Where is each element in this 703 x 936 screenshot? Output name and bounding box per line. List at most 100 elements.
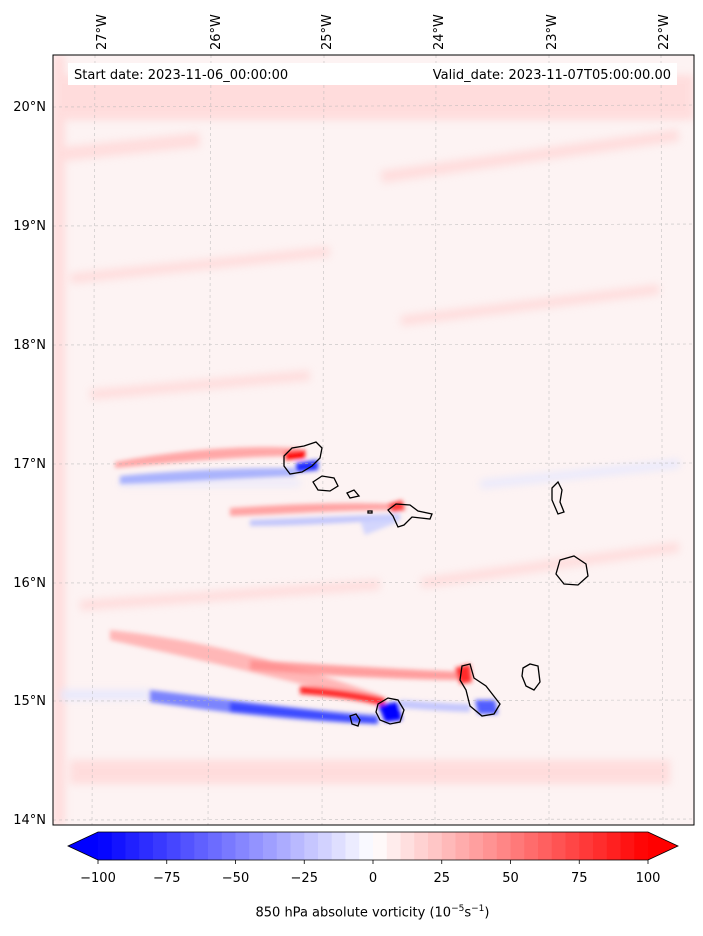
island-sal [551, 480, 565, 515]
colorbar-segment [496, 832, 511, 860]
island-santa-luzia [346, 489, 361, 499]
colorbar-tick-label: −25 [291, 871, 318, 886]
colorbar-segment [125, 832, 140, 860]
map-panel: Start date: 2023-11-06_00:00:00 Valid_da… [53, 55, 694, 825]
colorbar-tick-label: −50 [222, 871, 249, 886]
lon-tick-label: 26°W [209, 14, 224, 50]
colorbar-segment [153, 832, 168, 860]
colorbar-segment [606, 832, 621, 860]
lon-tick-label: 27°W [95, 14, 110, 50]
island-santiago [459, 663, 501, 717]
island-brava [349, 713, 361, 727]
lon-tick-label: 25°W [320, 14, 335, 50]
lat-tick-label: 14°N [13, 813, 46, 828]
date-banner [68, 63, 677, 85]
colorbar-segment [290, 832, 305, 860]
lat-tick-label: 17°N [13, 457, 46, 472]
colorbar-segment [304, 832, 319, 860]
colorbar-segment [400, 832, 415, 860]
island-branco [367, 510, 373, 514]
colorbar-segment [276, 832, 291, 860]
colorbar-min-extension [68, 832, 98, 860]
colorbar-ticks [97, 860, 649, 864]
colorbar-tick-label: 100 [636, 871, 661, 886]
lat-tick-label: 19°N [13, 219, 46, 234]
colorbar-segment [634, 832, 649, 860]
island-boa-vista [555, 555, 589, 586]
colorbar-title-exponent: −5 [451, 904, 465, 914]
colorbar-title-exponent: −1 [471, 904, 485, 914]
lat-tick-label: 20°N [13, 100, 46, 115]
colorbar-tick-label: 0 [369, 871, 377, 886]
colorbar-segment [620, 832, 635, 860]
colorbar-title-unit: s [464, 905, 472, 921]
latitude-tick-labels: 20°N 19°N 18°N 17°N 16°N 15°N 14°N [13, 100, 46, 828]
lon-tick-label: 23°W [545, 14, 560, 50]
colorbar-segment [166, 832, 181, 860]
colorbar-segment [469, 832, 484, 860]
coastlines [283, 441, 589, 727]
colorbar-tick-label: 25 [433, 871, 450, 886]
colorbar-title: 850 hPa absolute vorticity (10−5s−1) [0, 904, 703, 920]
colorbar-segment [180, 832, 195, 860]
colorbar-segment [98, 832, 113, 860]
colorbar-segment [318, 832, 333, 860]
valid-date-label: Valid_date: 2023-11-07T05:00:00.00 [433, 68, 671, 83]
colorbar-segment [331, 832, 346, 860]
colorbar-tick-label: 50 [502, 871, 519, 886]
start-date-label: Start date: 2023-11-06_00:00:00 [74, 68, 288, 83]
colorbar-segment [565, 832, 580, 860]
lon-tick-label: 24°W [432, 14, 447, 50]
colorbar-segment [359, 832, 374, 860]
colorbar-segment [111, 832, 126, 860]
colorbar-tick-label: −100 [80, 871, 116, 886]
map-frame [52, 54, 695, 826]
island-fogo [375, 697, 405, 725]
colorbar-segment [428, 832, 443, 860]
island-sao-vicente [312, 475, 339, 492]
colorbar: −100 −75 −50 −25 0 25 50 75 100 [67, 831, 679, 886]
colorbar-segment [483, 832, 498, 860]
island-sao-nicolau [387, 503, 433, 528]
colorbar-segment [551, 832, 566, 860]
colorbar-tick-label: 75 [571, 871, 588, 886]
colorbar-segment [538, 832, 553, 860]
colorbar-segment [386, 832, 401, 860]
colorbar-segment [235, 832, 250, 860]
colorbar-tick-label: −75 [153, 871, 180, 886]
lat-tick-label: 15°N [13, 694, 46, 709]
gridlines [53, 55, 694, 825]
lat-tick-label: 18°N [13, 338, 46, 353]
wake-sao-nicolau [230, 500, 405, 535]
colorbar-segment [263, 832, 278, 860]
map-background [53, 55, 694, 825]
colorbar-segment [194, 832, 209, 860]
colorbar-tick-labels: −100 −75 −50 −25 0 25 50 75 100 [80, 871, 660, 886]
colorbar-segment [441, 832, 456, 860]
longitude-tick-labels: 27°W 26°W 25°W 24°W 23°W 22°W [95, 14, 672, 50]
colorbar-title-text: 850 hPa absolute vorticity (10 [255, 905, 452, 921]
island-santo-antao [283, 441, 323, 475]
colorbar-segment [414, 832, 429, 860]
colorbar-segment [579, 832, 594, 860]
colorbar-segment [510, 832, 525, 860]
lon-tick-label: 22°W [657, 14, 672, 50]
wake-fogo-santiago [110, 630, 498, 724]
colorbar-segment [524, 832, 539, 860]
island-maio [521, 663, 541, 691]
colorbar-title-close: ) [484, 905, 490, 921]
colorbar-segment [208, 832, 223, 860]
colorbar-segment [249, 832, 264, 860]
colorbar-segments [98, 832, 649, 860]
wake-santo-antao [115, 447, 318, 484]
colorbar-max-extension [648, 832, 678, 860]
colorbar-segment [373, 832, 388, 860]
colorbar-segment [593, 832, 608, 860]
colorbar-segment [455, 832, 470, 860]
colorbar-segment [221, 832, 236, 860]
negative-vorticity-bands [60, 459, 680, 700]
colorbar-segment [139, 832, 154, 860]
lat-tick-label: 16°N [13, 576, 46, 591]
colorbar-segment [345, 832, 360, 860]
